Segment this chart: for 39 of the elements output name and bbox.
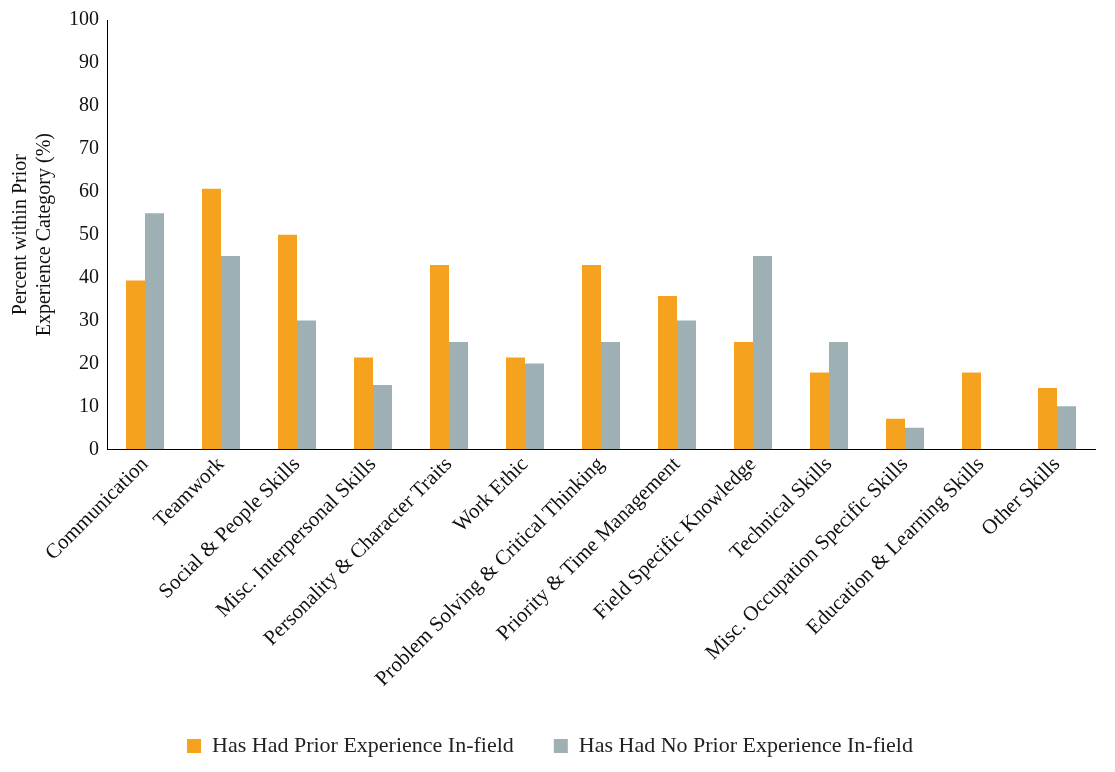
bar — [449, 341, 468, 450]
bar — [905, 427, 924, 450]
y-tick-label: 70 — [79, 136, 99, 159]
bar — [1057, 406, 1076, 450]
y-tick-label: 20 — [79, 350, 99, 373]
legend-label: Has Had Prior Experience In-field — [212, 731, 514, 757]
bar — [962, 372, 981, 450]
bar — [145, 213, 164, 450]
bar — [373, 384, 392, 450]
y-tick-label: 90 — [79, 50, 99, 73]
y-tick-label: 40 — [79, 264, 99, 287]
bar — [354, 357, 373, 450]
bar — [734, 341, 753, 450]
bar — [126, 280, 145, 450]
bar — [221, 256, 240, 450]
bar — [582, 265, 601, 450]
bar — [886, 418, 905, 450]
bar — [677, 320, 696, 450]
bar — [430, 265, 449, 450]
bar — [202, 188, 221, 450]
y-tick-label: 100 — [69, 7, 99, 30]
bar — [601, 341, 620, 450]
y-tick-label: 0 — [89, 436, 99, 459]
bar — [297, 320, 316, 450]
y-tick-label: 50 — [79, 221, 99, 244]
y-tick-label: 80 — [79, 93, 99, 116]
legend-label: Has Had No Prior Experience In-field — [578, 731, 913, 757]
bar — [658, 296, 677, 450]
y-tick-label: 10 — [79, 393, 99, 416]
bar — [278, 234, 297, 450]
y-tick-label: 30 — [79, 307, 99, 330]
y-tick-label: 60 — [79, 178, 99, 201]
bar — [829, 341, 848, 450]
bar — [810, 372, 829, 450]
bar — [1038, 387, 1057, 450]
bar — [525, 363, 544, 450]
bar — [753, 256, 772, 450]
y-axis-title: Percent within Prior Experience Category (%) — [8, 133, 56, 337]
bar — [506, 357, 525, 450]
